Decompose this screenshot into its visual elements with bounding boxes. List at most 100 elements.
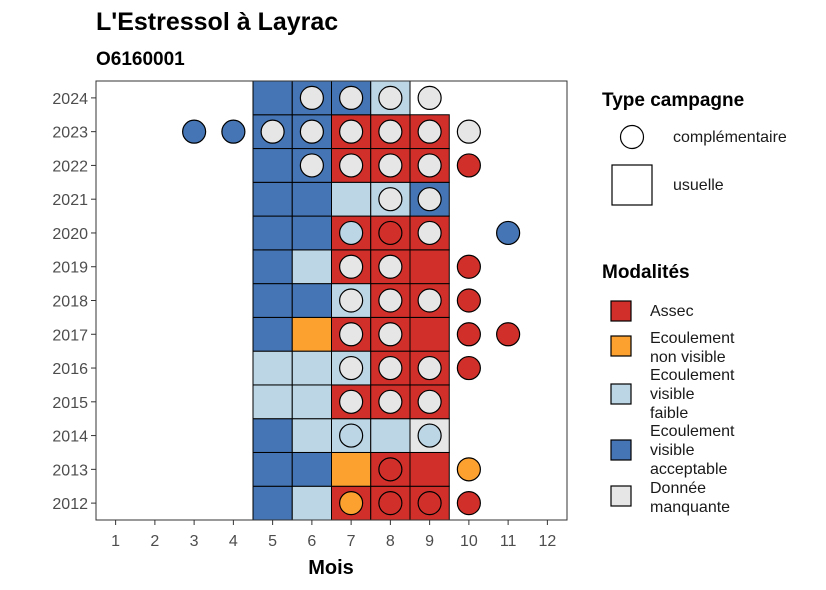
point-2013-10-ecoulement-non-visible <box>456 457 481 482</box>
y-axis: 2012 2013 2014 2015 2016 2017 2018 2019 2020 2021… <box>52 91 96 513</box>
point-2013-8-assec <box>378 457 403 482</box>
tile-2014-6-ecoulement-visible-faible <box>291 418 332 453</box>
point-2021-9-donnee-manquante <box>417 187 442 212</box>
point-2016-9-donnee-manquante <box>417 355 442 381</box>
point-2020-8-assec <box>378 220 403 246</box>
point-2021-8-donnee-manquante <box>378 187 403 212</box>
y-tick-label: 2022 <box>52 158 88 175</box>
legend-shape-label: complémentaire <box>673 129 787 146</box>
point-2024-7-donnee-manquante <box>339 85 364 110</box>
point-2018-7-donnee-manquante <box>339 288 364 313</box>
point-2024-9-donnee-manquante <box>417 85 442 110</box>
point-2020-9-donnee-manquante <box>417 220 442 246</box>
point-2012-7-ecoulement-non-visible <box>339 491 364 516</box>
legend-type-campagne: Type campagne complémentaire usuelle <box>602 90 787 206</box>
y-tick-label: 2024 <box>52 91 88 108</box>
point-2016-10-assec <box>456 355 481 381</box>
y-tick-label: 2014 <box>52 429 88 446</box>
y-tick-label: 2015 <box>52 395 88 412</box>
y-tick-label: 2013 <box>52 462 88 479</box>
tile-2019-6-ecoulement-visible-faible <box>291 249 332 285</box>
y-tick-label: 2018 <box>52 294 88 311</box>
legend-fill-label: Ecoulement <box>650 330 735 347</box>
tile-2021-5-ecoulement-visible-acceptable <box>252 181 293 217</box>
tile-2015-5-ecoulement-visible-faible <box>252 384 293 420</box>
point-2017-7-donnee-manquante <box>339 322 364 347</box>
point-2012-9-assec <box>417 491 442 516</box>
legend-fill-label: Ecoulement <box>650 423 735 440</box>
x-tick-label: 9 <box>425 533 434 550</box>
x-tick-label: 5 <box>268 533 277 550</box>
legend-fill-key-ecoulement-visible-faible <box>610 383 632 405</box>
point-2022-8-donnee-manquante <box>378 153 403 178</box>
tile-2020-6-ecoulement-visible-acceptable <box>291 215 332 251</box>
chart-subtitle: O6160001 <box>96 49 185 70</box>
point-2020-7-ecoulement-visible-faible <box>339 220 364 246</box>
tile-2018-6-ecoulement-visible-acceptable <box>291 283 332 318</box>
point-2023-6-donnee-manquante <box>299 119 324 144</box>
point-2022-9-donnee-manquante <box>417 153 442 178</box>
legend-fill-key-ecoulement-non-visible <box>610 335 632 357</box>
point-2018-9-donnee-manquante <box>417 288 442 313</box>
x-tick-label: 11 <box>500 533 517 550</box>
point-2016-8-donnee-manquante <box>378 355 403 381</box>
point-2019-8-donnee-manquante <box>378 254 403 279</box>
tile-2024-5-ecoulement-visible-acceptable <box>252 80 293 116</box>
legend-fill-label: Ecoulement <box>650 367 735 384</box>
tile-2017-9-assec <box>409 316 450 352</box>
point-2019-7-donnee-manquante <box>339 254 364 279</box>
y-tick-label: 2012 <box>52 496 88 513</box>
point-2016-7-donnee-manquante <box>339 355 364 381</box>
point-2023-9-donnee-manquante <box>417 119 442 144</box>
tile-2013-6-ecoulement-visible-acceptable <box>291 451 332 487</box>
legend-fill-key-donnee-manquante <box>610 485 632 507</box>
point-2023-5-donnee-manquante <box>260 119 285 144</box>
x-tick-label: 6 <box>307 533 316 550</box>
tile-2017-6-ecoulement-non-visible <box>291 316 332 352</box>
tile-2013-5-ecoulement-visible-acceptable <box>252 451 293 487</box>
point-2023-8-donnee-manquante <box>378 119 403 144</box>
point-2017-10-assec <box>456 322 481 347</box>
x-tick-label: 8 <box>386 533 395 550</box>
point-2024-6-donnee-manquante <box>299 85 324 110</box>
tile-2013-9-assec <box>409 451 450 487</box>
tile-2014-8-ecoulement-visible-faible <box>370 418 411 453</box>
legend-fill-label: visible <box>650 386 695 403</box>
legend-fill-label: manquante <box>650 499 730 516</box>
y-tick-label: 2019 <box>52 260 88 277</box>
x-tick-label: 10 <box>460 533 478 550</box>
legend-fill-title: Modalités <box>602 262 690 283</box>
legend-fill-label: acceptable <box>650 461 727 478</box>
tile-2019-5-ecoulement-visible-acceptable <box>252 249 293 285</box>
point-2014-7-ecoulement-visible-faible <box>339 423 364 448</box>
point-2024-8-donnee-manquante <box>378 85 403 110</box>
point-2015-7-donnee-manquante <box>339 389 364 414</box>
y-tick-label: 2020 <box>52 226 88 243</box>
point-2022-10-assec <box>456 153 481 178</box>
point-2022-6-donnee-manquante <box>299 153 324 178</box>
point-2023-4-ecoulement-visible-acceptable <box>221 119 246 144</box>
tile-2019-9-assec <box>409 249 450 285</box>
tile-2022-5-ecoulement-visible-acceptable <box>252 148 293 183</box>
tile-2021-6-ecoulement-visible-acceptable <box>291 181 332 217</box>
x-axis-title: Mois <box>308 557 354 579</box>
legend-fill-label: Donnée <box>650 480 706 497</box>
x-tick-label: 2 <box>150 533 159 550</box>
tile-2017-5-ecoulement-visible-acceptable <box>252 316 293 352</box>
legend-fill-label: Assec <box>650 303 694 320</box>
legend-fill-label: visible <box>650 442 695 459</box>
tile-2012-5-ecoulement-visible-acceptable <box>252 485 293 521</box>
point-2015-8-donnee-manquante <box>378 389 403 414</box>
legend-shape-key-circle <box>619 124 645 150</box>
point-2019-10-assec <box>456 254 481 279</box>
legend-fill-label: non visible <box>650 349 726 366</box>
x-tick-label: 3 <box>190 533 199 550</box>
tile-2018-5-ecoulement-visible-acceptable <box>252 283 293 318</box>
y-tick-label: 2017 <box>52 327 88 344</box>
x-tick-label: 12 <box>538 533 556 550</box>
y-tick-label: 2016 <box>52 361 88 378</box>
y-tick-label: 2021 <box>52 192 88 209</box>
point-2018-10-assec <box>456 288 481 313</box>
